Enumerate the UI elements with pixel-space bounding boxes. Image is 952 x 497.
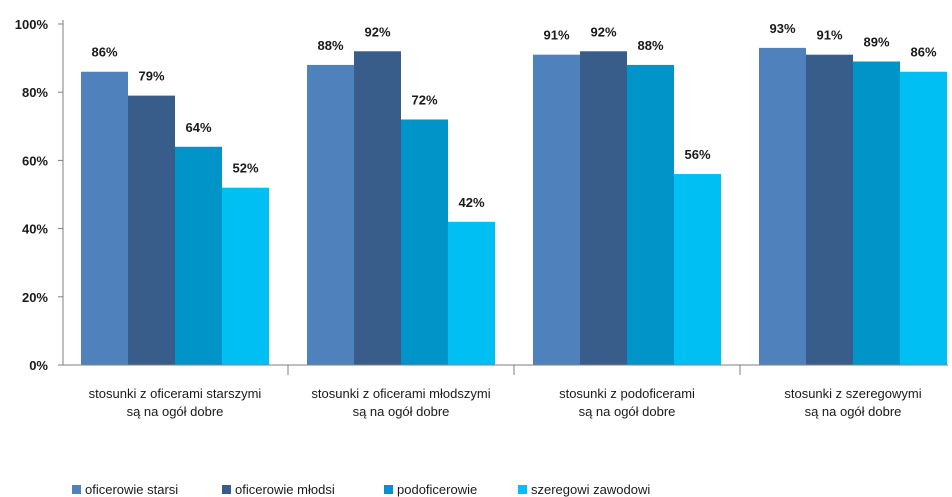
data-labels: 86% 79% 64% 52% 88% 92% 72% 42% 91% 92% 88% 56% 93% 9… — [91, 21, 936, 210]
data-label: 93% — [769, 21, 795, 36]
bar — [806, 54, 853, 365]
bar — [401, 119, 448, 365]
data-label: 88% — [317, 38, 343, 53]
bar — [533, 54, 580, 365]
bar — [222, 187, 269, 365]
legend-label: podoficerowie — [397, 482, 477, 497]
x-category-label: są na ogół dobre — [127, 404, 224, 419]
bar — [128, 95, 175, 366]
data-label: 89% — [863, 35, 889, 50]
legend-label: oficerowie młodsi — [235, 482, 335, 497]
bar — [307, 64, 354, 366]
x-category-label: są na ogół dobre — [579, 404, 676, 419]
bar — [674, 174, 721, 365]
bars — [81, 47, 947, 366]
x-category-label: stosunki z szeregowymi — [784, 386, 921, 401]
x-axis: stosunki z oficerami starszymi są na ogół… — [63, 364, 948, 419]
y-tick-label: 100% — [15, 17, 49, 32]
legend-swatch — [384, 485, 393, 494]
data-label: 86% — [91, 45, 117, 60]
y-tick-label: 40% — [22, 222, 48, 237]
y-tick-label: 80% — [22, 85, 48, 100]
bar — [81, 71, 128, 366]
x-category-label: są na ogół dobre — [353, 404, 450, 419]
y-axis: 0% 20% 40% 60% 80% 100% — [15, 17, 64, 373]
bar — [580, 51, 627, 365]
data-label: 92% — [590, 24, 616, 39]
x-category-label: stosunki z podoficerami — [559, 386, 695, 401]
data-label: 56% — [684, 147, 710, 162]
y-tick-label: 20% — [22, 290, 48, 305]
data-label: 72% — [411, 92, 437, 107]
bar — [627, 64, 674, 366]
data-label: 42% — [458, 195, 484, 210]
data-label: 88% — [637, 38, 663, 53]
data-label: 79% — [138, 69, 164, 84]
data-label: 92% — [364, 24, 390, 39]
legend-swatch — [222, 485, 231, 494]
data-label: 91% — [543, 28, 569, 43]
data-label: 91% — [816, 28, 842, 43]
legend-swatch — [518, 485, 527, 494]
x-category-label: stosunki z oficerami starszymi — [89, 386, 262, 401]
bar — [175, 146, 222, 365]
bar — [759, 47, 806, 366]
bar — [448, 221, 495, 365]
data-label: 86% — [910, 45, 936, 60]
y-tick-label: 0% — [29, 358, 48, 373]
data-label: 64% — [185, 120, 211, 135]
x-category-label: stosunki z oficerami młodszymi — [311, 386, 490, 401]
legend-swatch — [72, 485, 81, 494]
y-tick-label: 60% — [22, 153, 48, 168]
data-label: 52% — [232, 161, 258, 176]
bar — [354, 51, 401, 365]
legend-label: oficerowie starsi — [85, 482, 178, 497]
legend: oficerowie starsi oficerowie młodsi podofi… — [72, 482, 650, 497]
x-category-label: są na ogół dobre — [805, 404, 902, 419]
legend-label: szeregowi zawodowi — [531, 482, 650, 497]
bar — [900, 71, 947, 366]
bar — [853, 61, 900, 365]
